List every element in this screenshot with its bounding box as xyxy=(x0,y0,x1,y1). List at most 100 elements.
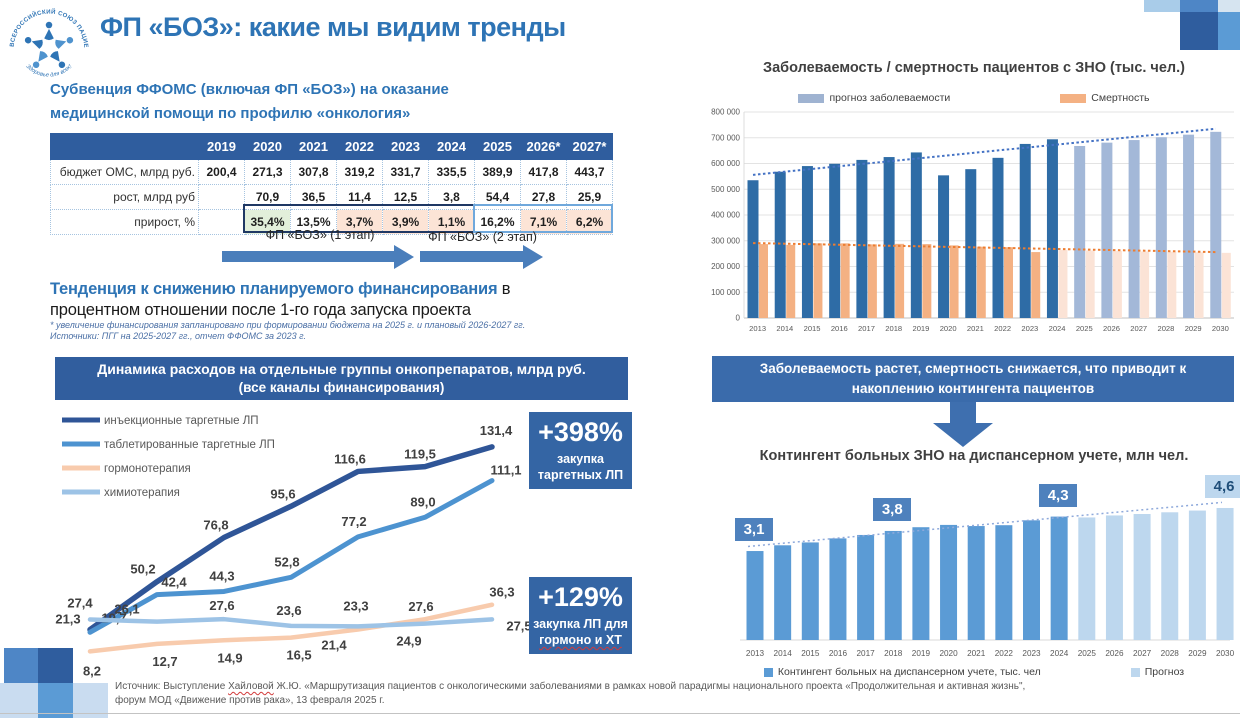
year-header: 2019 xyxy=(198,133,245,160)
row-label: прирост, % xyxy=(50,209,199,235)
logo-person-body xyxy=(44,28,54,41)
series-line xyxy=(87,478,495,635)
logo-circle xyxy=(6,4,92,90)
x-axis-tick-label: 2029 xyxy=(1188,649,1207,658)
data-label: 76,8 xyxy=(203,518,228,533)
mortality-bar xyxy=(976,246,986,318)
trend-statement: Тенденция к снижению планируемого финанс… xyxy=(50,279,555,321)
callout-hormone-label1: закупка ЛП для xyxy=(533,616,628,631)
contingent-bar xyxy=(746,551,764,640)
data-label: 12,7 xyxy=(152,654,177,669)
logo-person-icon xyxy=(55,36,74,49)
callout-targeted-value: +398% xyxy=(538,417,623,447)
x-axis-tick-label: 2026 xyxy=(1105,649,1124,658)
vsp-logo: ВСЕРОССИЙСКИЙ СОЮЗ ПАЦИЕНТОВ Здоровье дл… xyxy=(3,0,92,90)
x-axis-tick-label: 2021 xyxy=(967,649,986,658)
table-cell: 3,7% xyxy=(336,209,383,235)
x-axis-tick-label: 2024 xyxy=(1050,649,1069,658)
table-cell: 1,1% xyxy=(428,209,475,235)
contingent-value-label: 4,6 xyxy=(1205,474,1240,498)
data-label: 116,6 xyxy=(334,451,366,466)
contingent-bar xyxy=(1161,512,1179,640)
trend-line xyxy=(747,501,1223,548)
down-arrow-tip-icon xyxy=(933,423,993,447)
contingent-bar xyxy=(1050,516,1068,640)
data-label: 119,5 xyxy=(404,447,436,462)
incidence-bar xyxy=(1101,142,1113,318)
table-cell: 3,8 xyxy=(428,184,475,210)
incidence-callout-band: Заболеваемость растет, смертность снижае… xyxy=(712,356,1234,402)
data-label: 23,6 xyxy=(276,603,301,618)
data-label: 26,1 xyxy=(114,602,139,617)
mortality-bar xyxy=(786,244,796,318)
contingent-value-label: 4,3 xyxy=(1039,483,1078,507)
year-header: 2020 xyxy=(244,133,291,160)
drug-chart-banner: Динамика расходов на отдельные группы он… xyxy=(55,357,628,400)
mortality-bar xyxy=(759,244,768,318)
down-arrow-icon xyxy=(950,402,976,423)
table-cell: 11,4 xyxy=(336,184,383,210)
drug-chart-title: Динамика расходов на отдельные группы он… xyxy=(97,360,586,377)
mortality-bar xyxy=(1221,252,1231,318)
table-cell: 13,5% xyxy=(290,209,337,235)
table-cell: 200,4 xyxy=(198,159,245,185)
trend-statement-rest: в процентном отношении после 1-го года з… xyxy=(50,280,511,320)
corner-decoration xyxy=(73,683,108,718)
contingent-bar xyxy=(1188,510,1206,640)
y-axis-tick-label: 600 000 xyxy=(711,159,740,168)
mortality-bar xyxy=(895,243,905,318)
corner-decoration xyxy=(1144,0,1180,12)
legend-label: химиотерапия xyxy=(104,487,180,499)
y-axis-tick-label: 300 000 xyxy=(711,236,740,245)
mortality-bar xyxy=(813,243,823,318)
year-header: 2027* xyxy=(566,133,613,160)
callout-targeted: +398% закупка таргетных ЛП xyxy=(529,412,632,490)
incidence-bar xyxy=(774,171,786,318)
table-cell: 36,5 xyxy=(290,184,337,210)
contingent-bar xyxy=(829,538,847,640)
data-label: 21,3 xyxy=(55,612,80,627)
y-axis-tick-label: 700 000 xyxy=(711,133,740,142)
x-axis-tick-label: 2013 xyxy=(746,649,765,658)
incidence-bar xyxy=(1019,143,1031,318)
data-label: 23,3 xyxy=(343,598,368,613)
table-cell: 12,5 xyxy=(382,184,429,210)
logo-person-head xyxy=(66,36,74,44)
legend-label: Смертность xyxy=(1091,92,1150,104)
year-header: 2026* xyxy=(520,133,567,160)
legend-label: Контингент больных на диспансерном учете… xyxy=(777,666,1041,678)
x-axis-tick-label: 2020 xyxy=(939,649,958,658)
table-cell: 271,3 xyxy=(244,159,291,185)
x-axis-tick-label: 2023 xyxy=(1021,324,1038,333)
row-label: рост, млрд руб xyxy=(50,184,199,210)
source-line2: форум МОД «Движение против рака», 13 фев… xyxy=(115,695,385,706)
data-label: 24,9 xyxy=(396,634,421,649)
callout-hormone-label2: гормоно и ХТ xyxy=(539,632,622,647)
mortality-bar xyxy=(922,244,932,318)
trend-statement-bold: Тенденция к снижению планируемого финанс… xyxy=(50,280,498,298)
legend-swatch-icon xyxy=(763,667,773,677)
data-label: 27,5 xyxy=(506,618,531,633)
contingent-bar xyxy=(1216,507,1234,640)
contingent-chart-title: Контингент больных ЗНО на диспансерном у… xyxy=(759,448,1189,464)
table-cell: 319,2 xyxy=(336,159,383,185)
corner-decoration xyxy=(1218,0,1240,12)
legend-swatch-icon xyxy=(1060,93,1087,103)
contingent-bar xyxy=(1105,515,1123,640)
mortality-bar xyxy=(1140,251,1150,318)
contingent-bar xyxy=(1133,514,1151,640)
logo-people-icon xyxy=(24,21,74,69)
table-cell xyxy=(198,209,245,235)
table-cell: 389,9 xyxy=(474,159,521,185)
x-axis-tick-label: 2014 xyxy=(774,649,793,658)
contingent-chart-legend: Контингент больных на диспансерном учете… xyxy=(712,666,1236,678)
mortality-bar xyxy=(949,245,959,318)
x-axis-tick-label: 2022 xyxy=(995,649,1014,658)
data-label: 21,4 xyxy=(321,637,347,652)
x-axis-tick-label: 2025 xyxy=(1078,649,1097,658)
data-label: 36,3 xyxy=(489,585,514,600)
y-axis-tick-label: 400 000 xyxy=(711,211,740,220)
legend-label: прогноз заболеваемости xyxy=(829,92,951,104)
data-label: 27,6 xyxy=(408,599,433,614)
bottom-divider xyxy=(0,713,1240,714)
